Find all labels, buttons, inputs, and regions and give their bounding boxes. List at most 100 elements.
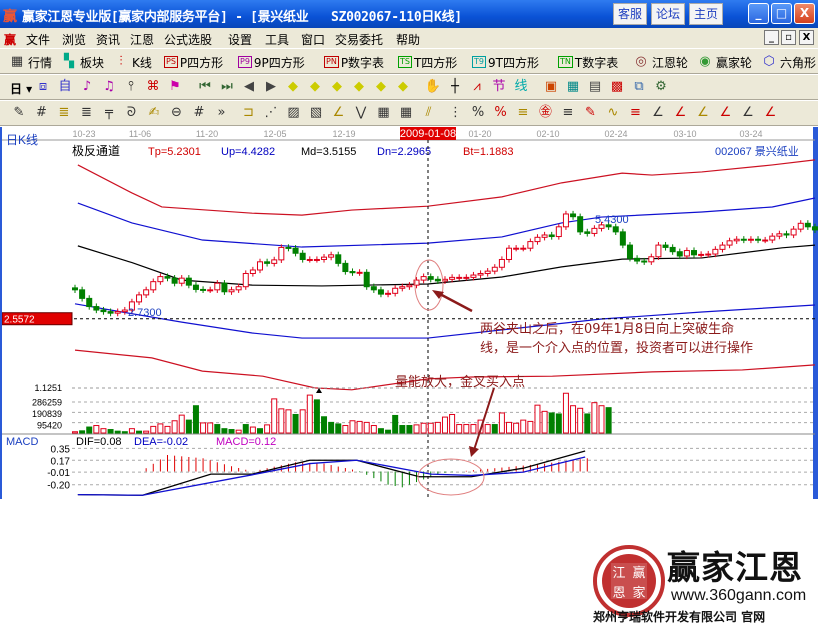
move-diamond-icon[interactable]: ◆ (398, 79, 408, 94)
left-diamond-icon[interactable]: ◆ (288, 79, 298, 94)
spiral-icon[interactable]: ᘐ (126, 105, 137, 120)
fan-lines-icon[interactable]: ⋰ (264, 105, 278, 120)
menu-7[interactable]: 工具 (265, 33, 290, 47)
window-icon[interactable]: ⧈ (38, 79, 48, 94)
angle3-icon[interactable]: ∠ (674, 105, 687, 120)
mdi-close-button[interactable]: X (799, 30, 814, 45)
grid2-icon[interactable]: # (193, 105, 205, 120)
gold2-icon[interactable]: ≣ (81, 105, 92, 120)
kline-chart[interactable]: 10-23 11-06 11-20 12-05 12-19 2009-01-08 01-20… (2, 127, 818, 499)
chart9-icon[interactable]: ♫ (103, 79, 115, 94)
menu-3[interactable]: 资讯 (96, 33, 121, 47)
chart3-icon[interactable]: ♪ (82, 79, 92, 94)
draw-icon[interactable]: ⩘ (473, 79, 481, 94)
line-icon[interactable]: 线 (514, 79, 528, 94)
save-icon[interactable]: ▩ (610, 79, 624, 94)
chart-area[interactable]: 10-23 11-06 11-20 12-05 12-19 2009-01-08 01-20… (0, 127, 818, 626)
toolbar-江恩轮[interactable]: ◎ 江恩轮 (632, 53, 688, 71)
hand-icon[interactable]: ✋ (424, 79, 442, 94)
first-icon[interactable]: ⏮ (199, 79, 211, 94)
brand-url[interactable]: www.360gann.com (671, 587, 807, 604)
menu-5[interactable]: 公式选股 (164, 33, 213, 47)
customer-service-link[interactable]: 客服 (613, 3, 647, 25)
grid-icon[interactable]: # (36, 105, 47, 120)
square-icon[interactable]: ▨ (287, 105, 300, 120)
brush-icon[interactable]: ✍ (148, 105, 160, 120)
candle-body (762, 239, 769, 242)
pen-icon[interactable]: ✎ (13, 105, 25, 120)
angle-icon[interactable]: ∠ (332, 105, 345, 120)
menu-10[interactable]: 帮助 (396, 33, 421, 47)
close-button[interactable]: X (794, 3, 815, 24)
menu-1[interactable]: 文件 (26, 33, 51, 47)
pen2-icon[interactable]: ✎ (585, 105, 596, 120)
volume-bar (356, 420, 363, 434)
menu-8[interactable]: 窗口 (301, 33, 326, 47)
next-icon[interactable]: ▶ (266, 79, 276, 94)
toolbar-K线[interactable]: ⫶ K线 (112, 53, 152, 71)
crosshair-icon[interactable]: ┼ (451, 79, 459, 94)
toolbar-P四方形[interactable]: PS P四方形 (164, 53, 223, 71)
toolbar-T四方形[interactable]: TS T四方形 (398, 53, 457, 71)
menu-6[interactable]: 设置 (228, 33, 253, 47)
maximize-button[interactable]: □ (771, 3, 792, 24)
toolbar-T数字表[interactable]: TN T数字表 (558, 53, 618, 71)
candle-icon[interactable]: ⫯ (128, 79, 134, 94)
square2-icon[interactable]: ▧ (309, 105, 323, 120)
calculator-icon[interactable]: ▦ (566, 79, 580, 94)
angle6-icon[interactable]: ∠ (764, 105, 777, 120)
angle4-icon[interactable]: ∠ (719, 105, 732, 120)
network-icon[interactable]: ⧉ (634, 79, 644, 94)
more-icon[interactable]: » (217, 105, 226, 120)
period-selector[interactable]: 日 ▾ (10, 81, 33, 96)
circle-icon[interactable]: ⊖ (171, 105, 182, 120)
prev-icon[interactable]: ◀ (244, 79, 254, 94)
table-icon[interactable]: ⋮ (449, 105, 462, 120)
homepage-link[interactable]: 主页 (689, 3, 723, 25)
percent-icon[interactable]: % (494, 105, 507, 120)
toolbar-板块[interactable]: ▚ 板块 (60, 53, 104, 71)
toolbar-P数字表[interactable]: PN P数字表 (324, 53, 384, 71)
mesh-icon[interactable]: ▦ (377, 105, 390, 120)
formula-icon[interactable]: ⌘ (146, 79, 160, 94)
up-diamond-icon[interactable]: ◆ (310, 79, 320, 94)
mdi-restore-button[interactable]: ▫ (781, 30, 796, 45)
mesh2-icon[interactable]: ▦ (399, 105, 413, 120)
flag-icon[interactable]: ⚑ (169, 79, 181, 94)
fan-icon[interactable]: ╤ (105, 105, 113, 120)
calendar-icon[interactable]: ▣ (544, 79, 558, 94)
mdi-minimize-button[interactable]: _ (764, 30, 779, 45)
gold-icon[interactable]: ≣ (58, 105, 70, 120)
minimize-button[interactable]: _ (748, 3, 769, 24)
angle2-icon[interactable]: ∠ (652, 105, 664, 120)
zigzag-icon[interactable]: ⋁ (355, 105, 367, 120)
percent-lines-icon[interactable]: ≡ (517, 105, 529, 120)
menu-9[interactable]: 交易委托 (335, 33, 384, 47)
last-icon[interactable]: ⏭ (221, 79, 233, 94)
star-diamond-icon[interactable]: ◆ (354, 79, 364, 94)
gold-circle-icon[interactable]: ㊎ (538, 105, 552, 120)
section-icon[interactable]: 节 (492, 79, 506, 94)
menu-2[interactable]: 浏览 (62, 33, 87, 47)
toolbar-9P四方形[interactable]: P9 9P四方形 (238, 53, 305, 71)
gold-angle-icon[interactable]: ∠ (697, 105, 709, 120)
wave-icon[interactable]: ∿ (607, 105, 619, 120)
menu-4[interactable]: 江恩 (130, 33, 155, 47)
forum-link[interactable]: 论坛 (651, 3, 685, 25)
toolbar-赢家轮[interactable]: ◉ 赢家轮 (696, 53, 752, 71)
star2-diamond-icon[interactable]: ◆ (376, 79, 386, 94)
parallel-icon[interactable]: ⫽ (425, 105, 432, 120)
notepad-icon[interactable]: 自 (58, 79, 72, 94)
toolbar-9T四方形[interactable]: T9 9T四方形 (472, 53, 539, 71)
toolbar-六角形[interactable]: ⬡ 六角形 (760, 53, 816, 71)
report-icon[interactable]: ▤ (588, 79, 602, 94)
gold3-icon[interactable]: ≡ (630, 105, 641, 120)
toolbar-行情[interactable]: ▦ 行情 (8, 53, 52, 71)
angle5-icon[interactable]: ∠ (742, 105, 754, 120)
percent-red-icon[interactable]: % (471, 105, 485, 120)
box-icon[interactable]: ⊐ (243, 105, 254, 120)
volume-bar (292, 413, 299, 434)
gold-lines-icon[interactable]: ≡ (562, 105, 574, 120)
trade-icon[interactable]: ⚙ (655, 79, 667, 94)
cross-diamond-icon[interactable]: ◆ (332, 79, 342, 94)
